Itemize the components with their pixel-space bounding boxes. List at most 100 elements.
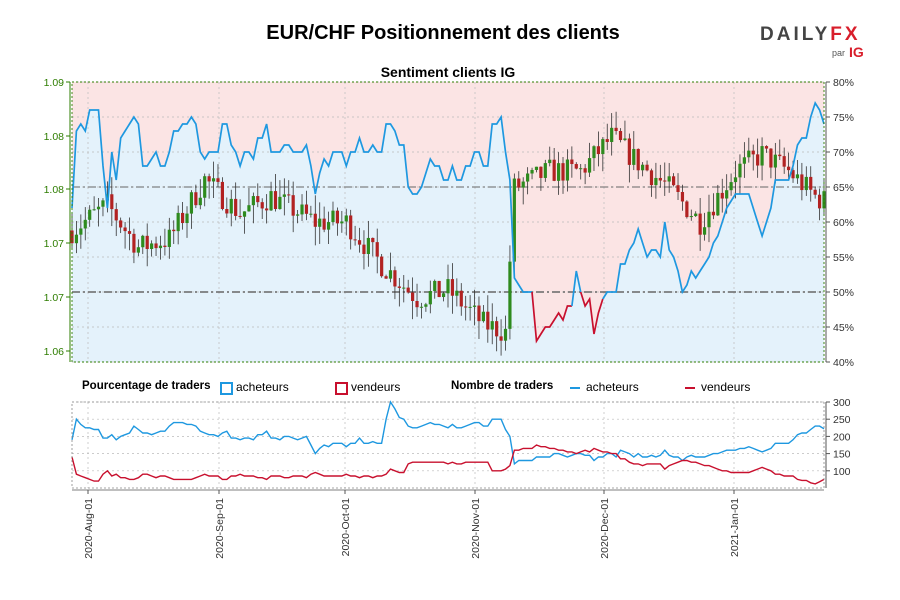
candle-body <box>291 195 295 216</box>
candle-body <box>680 191 685 202</box>
net-short-area <box>72 82 824 341</box>
candle-body <box>397 286 401 288</box>
candle-body <box>570 159 574 165</box>
candle-body <box>419 306 424 308</box>
candle-body <box>800 174 804 191</box>
candle-body <box>738 163 742 178</box>
candle-body <box>265 208 269 211</box>
candle-body <box>645 164 649 171</box>
candle-body <box>499 336 503 341</box>
count-tick-label: 300 <box>833 397 851 409</box>
candle-body <box>163 245 167 247</box>
candle-body <box>804 176 808 191</box>
legend-pct-buyers-label: acheteurs <box>236 380 289 394</box>
main-plot-frame <box>71 81 825 363</box>
series-layer <box>71 101 825 485</box>
candle-body <box>340 221 344 224</box>
candle-body <box>495 321 499 337</box>
candle-body <box>534 166 539 170</box>
candle-body <box>154 243 158 249</box>
candle-body <box>384 276 388 279</box>
x-tick-label: 2021-Jan-01 <box>729 498 741 557</box>
candle-body <box>769 148 773 168</box>
candle-body <box>96 206 101 210</box>
candle-body <box>791 170 795 179</box>
legend-pct-buyers-swatch[interactable] <box>220 382 233 395</box>
candle-body <box>141 235 145 248</box>
legend-pct-sellers-swatch[interactable] <box>335 382 348 395</box>
chart-subtitle: Sentiment clients IG <box>380 64 516 80</box>
candle-body <box>225 209 229 214</box>
candle-body <box>667 176 671 182</box>
candle-body <box>176 212 180 232</box>
candle-body <box>180 212 185 224</box>
candle-body <box>92 209 96 211</box>
count-tick-label: 150 <box>833 449 851 461</box>
ig-logo-text: IG <box>849 44 864 60</box>
left-tick-label: 1.09 <box>44 77 65 89</box>
candle-body <box>344 215 348 222</box>
legend-count-sellers-swatch[interactable] <box>685 387 695 389</box>
candle-body <box>287 194 291 196</box>
background-layer <box>72 82 824 362</box>
candle-body <box>110 194 114 210</box>
right-tick-label: 50% <box>833 287 854 299</box>
candle-body <box>641 164 645 171</box>
candle-body <box>309 213 313 215</box>
candle-body <box>552 159 556 181</box>
candle-body <box>764 146 769 149</box>
dailyfx-wordmark: DAILYFX <box>760 24 861 45</box>
candle-body <box>455 290 459 296</box>
candle-body <box>649 170 654 186</box>
candle-body <box>229 198 233 214</box>
candle-body <box>380 256 384 277</box>
candle-body <box>145 235 149 249</box>
candle-body <box>446 279 450 294</box>
candle-body <box>450 279 455 296</box>
left-tick-label: 1.08 <box>44 184 65 196</box>
candle-body <box>756 154 760 166</box>
candle-body <box>282 194 286 197</box>
candle-body <box>256 196 260 203</box>
candle-body <box>623 138 627 141</box>
candle-body <box>472 305 477 307</box>
candle-body <box>716 192 720 216</box>
count-tick-label: 200 <box>833 431 851 443</box>
candle-body <box>614 127 618 132</box>
candle-body <box>101 200 105 207</box>
candle-body <box>663 180 667 182</box>
candle-body <box>751 150 755 155</box>
candle-body <box>795 174 800 179</box>
candle-body <box>778 154 782 157</box>
dailyfx-logo[interactable]: DAILYFX par IG <box>760 24 870 64</box>
candle-body <box>627 138 631 165</box>
candle-body <box>548 159 552 164</box>
left-tick-label: 1.07 <box>44 238 65 250</box>
x-tick-label: 2020-Nov-01 <box>470 498 482 559</box>
candle-body <box>136 247 140 253</box>
candle-body <box>185 213 189 224</box>
candle-body <box>357 240 362 245</box>
candle-body <box>711 211 716 216</box>
candle-body <box>238 215 242 217</box>
candle-body <box>809 176 813 190</box>
candle-body <box>481 311 485 322</box>
x-tick-label: 2020-Dec-01 <box>599 498 611 559</box>
candle-body <box>596 146 600 155</box>
candle-body <box>720 192 724 199</box>
legend-count-heading: Nombre de traders <box>451 380 554 392</box>
candle-body <box>556 163 561 181</box>
candle-body <box>278 196 282 210</box>
left-tick-label: 1.08 <box>44 131 65 143</box>
x-tick-label: 2020-Oct-01 <box>340 498 352 557</box>
candle-body <box>636 148 640 171</box>
candle-body <box>415 300 419 308</box>
candle-body <box>685 201 689 218</box>
candle-body <box>207 176 211 182</box>
right-tick-label: 60% <box>833 217 854 229</box>
candle-body <box>464 306 468 308</box>
candle-body <box>729 182 733 191</box>
candle-body <box>694 213 698 217</box>
candle-body <box>335 210 340 224</box>
legend-count-buyers-swatch[interactable] <box>570 387 580 389</box>
